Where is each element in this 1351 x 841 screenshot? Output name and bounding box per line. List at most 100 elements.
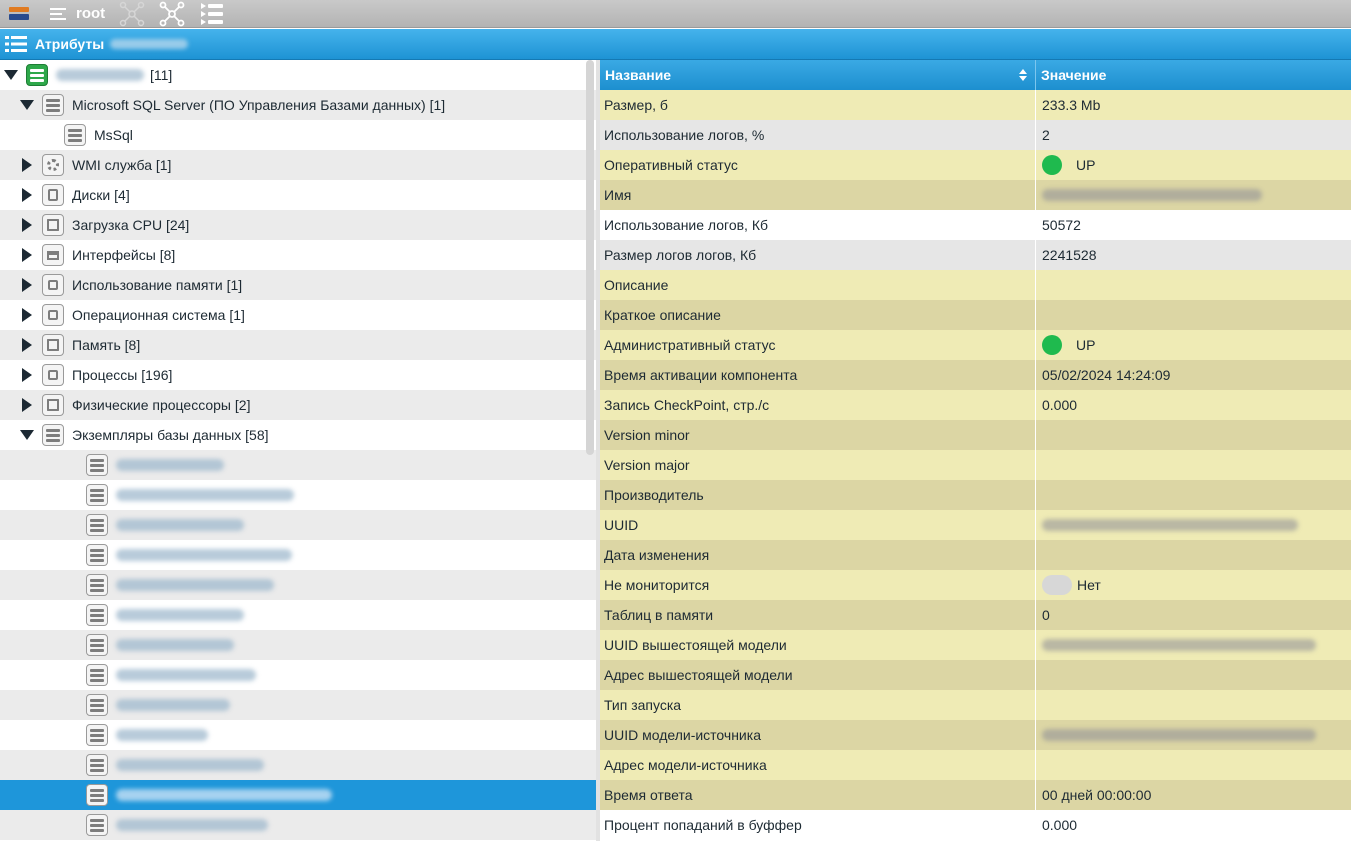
attribute-name: Описание	[604, 277, 669, 293]
redacted-value	[1042, 189, 1262, 201]
square-icon	[42, 364, 64, 386]
tree-item[interactable]: Microsoft SQL Server (ПО Управления База…	[0, 90, 596, 120]
root-label[interactable]: root	[76, 5, 106, 22]
collapse-icon[interactable]	[20, 428, 34, 442]
tree-item-db-instance[interactable]	[0, 690, 596, 720]
redacted-value	[1042, 639, 1316, 651]
tree-item[interactable]: Использование памяти [1]	[0, 270, 596, 300]
table-row[interactable]: UUID вышестоящей модели	[600, 630, 1351, 660]
tree-item-label: Диски [4]	[72, 187, 130, 203]
table-row[interactable]: Version major	[600, 450, 1351, 480]
tree-item[interactable]: Операционная система [1]	[0, 300, 596, 330]
tree-item-db-instance[interactable]	[0, 810, 596, 840]
tree-item[interactable]: Загрузка CPU [24]	[0, 210, 596, 240]
expand-icon[interactable]	[20, 248, 34, 262]
collapse-icon[interactable]	[4, 68, 18, 82]
tree-item-db-instance[interactable]	[0, 630, 596, 660]
tree-item-db-instance[interactable]	[0, 570, 596, 600]
tree-item[interactable]: MsSql	[0, 120, 596, 150]
table-row[interactable]: Административный статус UP	[600, 330, 1351, 360]
attribute-name: Размер логов логов, Кб	[604, 247, 757, 263]
tree-scrollbar[interactable]	[586, 60, 594, 455]
tree-item[interactable]: Диски [4]	[0, 180, 596, 210]
table-row[interactable]: Размер логов логов, Кб 2241528	[600, 240, 1351, 270]
attribute-name-cell: Использование логов, %	[600, 120, 1036, 150]
collapse-icon[interactable]	[20, 98, 34, 112]
topology-icon[interactable]	[159, 1, 185, 27]
tree-item-db-instance[interactable]	[0, 510, 596, 540]
cell-value: 0	[1042, 607, 1050, 623]
tree-item-label: Экземпляры базы данных [58]	[72, 427, 269, 443]
table-row[interactable]: Время активации компонента 05/02/2024 14:…	[600, 360, 1351, 390]
table-row[interactable]: Тип запуска	[600, 690, 1351, 720]
attribute-name: Таблиц в памяти	[604, 607, 714, 623]
table-row[interactable]: Оперативный статус UP	[600, 150, 1351, 180]
expand-icon[interactable]	[20, 338, 34, 352]
tree-item[interactable]: WMI служба [1]	[0, 150, 596, 180]
cell-value: 0.000	[1042, 397, 1078, 413]
list-icon	[5, 35, 27, 53]
tree-item[interactable]: Интерфейсы [8]	[0, 240, 596, 270]
table-row[interactable]: Дата изменения	[600, 540, 1351, 570]
tree-item-db-instance[interactable]	[0, 660, 596, 690]
table-row[interactable]: UUID	[600, 510, 1351, 540]
attribute-name-cell: Дата изменения	[600, 540, 1036, 570]
table-row[interactable]: Адрес вышестоящей модели	[600, 660, 1351, 690]
table-row[interactable]: Адрес модели-источника	[600, 750, 1351, 780]
table-row[interactable]: Процент попаданий в буффер 0.000	[600, 810, 1351, 840]
attribute-value-cell	[1036, 540, 1351, 570]
panel-splitter[interactable]	[596, 60, 600, 841]
tree-item-db-instance[interactable]	[0, 540, 596, 570]
tree-item-db-instance[interactable]	[0, 480, 596, 510]
table-row[interactable]: Производитель	[600, 480, 1351, 510]
expand-icon[interactable]	[20, 188, 34, 202]
table-row[interactable]: Version minor	[600, 420, 1351, 450]
expand-icon[interactable]	[20, 218, 34, 232]
table-row[interactable]: Краткое описание	[600, 300, 1351, 330]
tree-item-db-instance[interactable]	[0, 780, 596, 810]
tree-root[interactable]: [11]	[0, 60, 596, 90]
tree-item-db-instance[interactable]	[0, 600, 596, 630]
attribute-name-cell: UUID	[600, 510, 1036, 540]
toggle-switch[interactable]	[1042, 575, 1072, 595]
toggle-placeholder	[42, 128, 56, 142]
expand-icon[interactable]	[20, 398, 34, 412]
table-row[interactable]: Размер, б 233.3 Mb	[600, 90, 1351, 120]
tree-item-label: Использование памяти [1]	[72, 277, 243, 293]
toggle-placeholder	[64, 578, 78, 592]
tree-item[interactable]: Экземпляры базы данных [58]	[0, 420, 596, 450]
attribute-name: Время активации компонента	[604, 367, 798, 383]
table-row[interactable]: Не мониторится Нет	[600, 570, 1351, 600]
expand-icon[interactable]	[20, 308, 34, 322]
tree-item[interactable]: Физические процессоры [2]	[0, 390, 596, 420]
expand-icon[interactable]	[20, 278, 34, 292]
column-header-name[interactable]: Название	[600, 60, 1036, 90]
tree-item[interactable]: Память [8]	[0, 330, 596, 360]
table-row[interactable]: Запись CheckPoint, стр./с 0.000	[600, 390, 1351, 420]
table-row[interactable]: Описание	[600, 270, 1351, 300]
redacted-instance-name	[116, 639, 234, 651]
table-row[interactable]: Использование логов, % 2	[600, 120, 1351, 150]
tree-item-db-instance[interactable]	[0, 750, 596, 780]
redacted-instance-name	[116, 549, 292, 561]
table-row[interactable]: UUID модели-источника	[600, 720, 1351, 750]
tree-root-count: [11]	[150, 67, 173, 83]
menu-icon[interactable]	[50, 7, 68, 21]
tree-item-db-instance[interactable]	[0, 450, 596, 480]
attribute-name: UUID вышестоящей модели	[604, 637, 787, 653]
column-header-value[interactable]: Значение	[1041, 67, 1107, 83]
tree-item-db-instance[interactable]	[0, 720, 596, 750]
toggle-placeholder	[64, 668, 78, 682]
expand-icon[interactable]	[20, 158, 34, 172]
attribute-value-cell: 0	[1036, 600, 1351, 630]
table-row[interactable]: Использование логов, Кб 50572	[600, 210, 1351, 240]
sort-icon[interactable]	[1019, 69, 1027, 81]
table-row[interactable]: Имя	[600, 180, 1351, 210]
tree-item[interactable]: Процессы [196]	[0, 360, 596, 390]
attribute-name-cell: Административный статус	[600, 330, 1036, 360]
attribute-list-icon[interactable]	[199, 1, 225, 27]
table-row[interactable]: Время ответа 00 дней 00:00:00	[600, 780, 1351, 810]
table-row[interactable]: Таблиц в памяти 0	[600, 600, 1351, 630]
chip-icon	[42, 214, 64, 236]
expand-icon[interactable]	[20, 368, 34, 382]
